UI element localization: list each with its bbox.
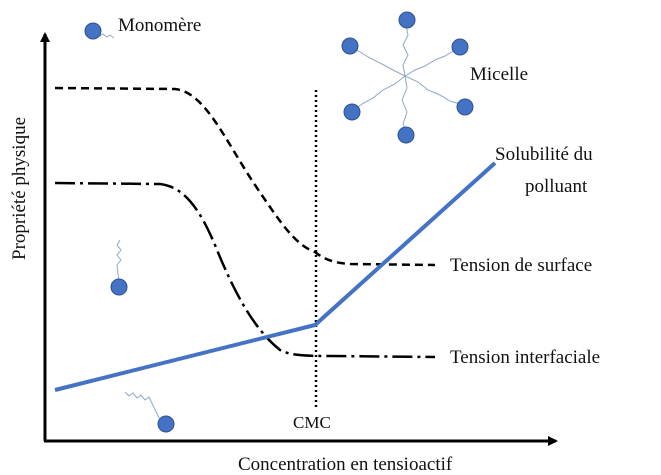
surface-tension-curve [55,88,435,265]
micelle-tails [353,25,460,131]
x-axis-title: Concentration en tensioactif [238,454,453,475]
monomer-icons [96,33,160,420]
y-axis-title: Propriété physique [9,117,30,260]
diagram: Monomère Micelle Propriété physique Conc… [0,0,661,475]
solubility-label: polluant [525,176,588,197]
cmc-label: CMC [293,413,331,432]
interfacial-tension-label: Tension interfaciale [450,347,600,368]
solubility-label: Solubilité du [495,144,593,165]
page: {"labels": { "monomer": "Monomère", "mic… [0,0,661,475]
monomer-label: Monomère [118,15,201,36]
micelle-label: Micelle [470,64,528,85]
surface-tension-label: Tension de surface [450,255,592,276]
